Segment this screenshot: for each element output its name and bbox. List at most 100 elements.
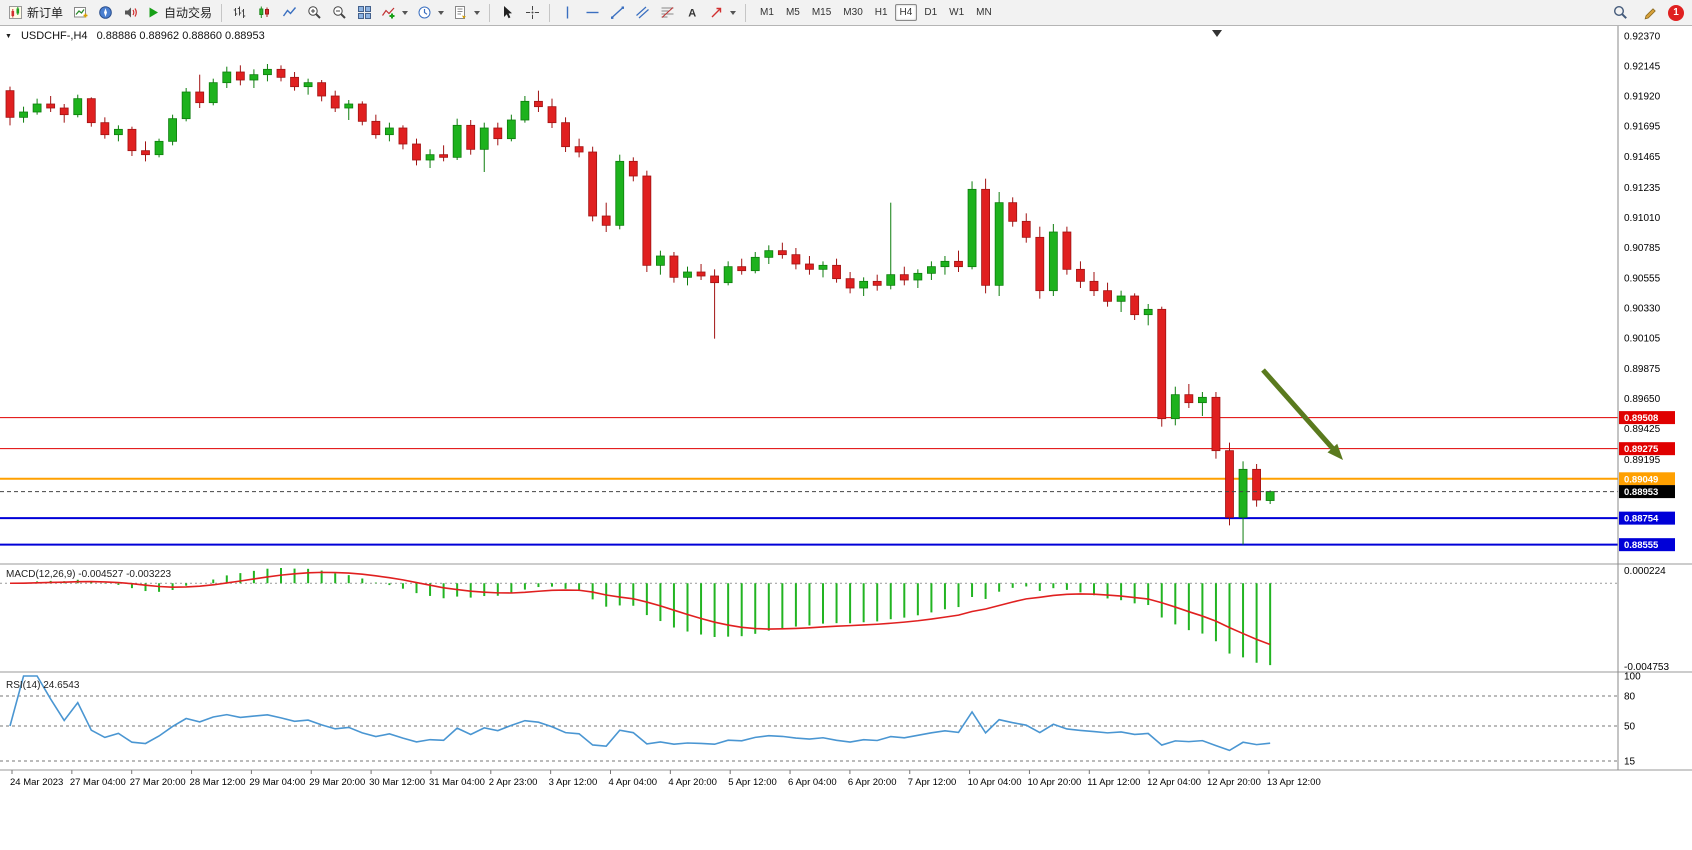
text-icon: A [688,8,696,20]
svg-text:2 Apr 23:00: 2 Apr 23:00 [489,777,538,788]
timeframe-group: M1 M5 M15 M30 H1 H4 D1 W1 MN [755,4,997,21]
svg-text:A: A [688,8,696,20]
zoom-out-icon [332,6,346,19]
search-icon [1613,5,1627,19]
periods-button[interactable] [413,2,448,24]
fibonacci-icon [661,7,674,18]
channel-icon [635,6,649,19]
tile-windows-button[interactable] [352,2,376,24]
svg-text:0.89650: 0.89650 [1624,394,1661,405]
timeframe-m5-button[interactable]: M5 [785,7,800,18]
indicators-icon [382,7,395,19]
date-axis: 24 Mar 2023 27 Mar 04:00 27 Mar 20:00 28 Ma… [10,770,1321,788]
auto-trading-label: 自动交易 [164,6,213,20]
new-order-icon [9,6,22,19]
candlestick-mode-button[interactable] [252,2,276,24]
svg-text:100: 100 [1624,672,1641,683]
svg-text:27 Mar 20:00: 27 Mar 20:00 [130,777,186,788]
svg-text:7 Apr 12:00: 7 Apr 12:00 [908,777,957,788]
svg-text:0.91010: 0.91010 [1624,213,1661,224]
macd-panel: MACD(12,26,9) -0.004527 -0.003223 0.00022… [0,566,1669,673]
svg-text:10 Apr 20:00: 10 Apr 20:00 [1027,777,1081,788]
svg-text:24 Mar 2023: 24 Mar 2023 [10,777,63,788]
templates-icon [455,6,467,19]
svg-text:13 Apr 12:00: 13 Apr 12:00 [1267,777,1321,788]
timeframe-m1-button[interactable]: M1 [760,7,774,18]
notification-badge[interactable]: 1 [1668,4,1684,21]
svg-text:0.89195: 0.89195 [1624,455,1661,466]
chart-title-overlay: ▼ USDCHF-,H4 0.88886 0.88962 0.88860 0.8… [5,30,265,42]
svg-text:0.90330: 0.90330 [1624,304,1661,315]
timeframe-h1-button[interactable]: H1 [874,7,888,18]
svg-text:29 Mar 20:00: 29 Mar 20:00 [309,777,365,788]
edit-button[interactable] [1638,2,1662,24]
svg-text:4 Apr 04:00: 4 Apr 04:00 [609,777,658,788]
search-button[interactable] [1608,2,1632,24]
svg-text:31 Mar 04:00: 31 Mar 04:00 [429,777,485,788]
new-order-label: 新订单 [27,6,64,20]
svg-text:6 Apr 04:00: 6 Apr 04:00 [788,777,837,788]
new-order-button[interactable]: 新订单 [4,2,67,24]
trendline-icon [610,6,624,19]
alerts-button[interactable] [118,2,142,24]
svg-text:0.89508: 0.89508 [1624,413,1658,424]
text-tool-button[interactable]: A [680,2,704,24]
svg-text:11 Apr 12:00: 11 Apr 12:00 [1087,777,1140,788]
timeframe-d1-button[interactable]: D1 [924,7,938,18]
candles-icon [258,6,269,18]
arrows-icon [711,7,722,18]
arrows-tool-button[interactable] [705,2,740,24]
channel-tool-button[interactable] [630,2,654,24]
price-axis-badges: 0.89508 0.89275 0.89049 0.88754 0.88555 0.889… [1619,411,1675,552]
new-chart-button[interactable] [68,2,92,24]
svg-text:0.90555: 0.90555 [1624,274,1661,285]
indicators-button[interactable] [377,2,412,24]
svg-text:0.89275: 0.89275 [1624,444,1659,455]
svg-text:0.91695: 0.91695 [1624,122,1661,133]
toolbar-separator [745,3,747,22]
periods-caret-icon [438,10,445,15]
horizontal-lines [0,417,1618,546]
timeframe-h4-button[interactable]: H4 [894,4,918,21]
navigator-button[interactable] [93,2,117,24]
svg-text:10 Apr 04:00: 10 Apr 04:00 [968,777,1022,788]
timeframe-m30-button[interactable]: M30 [843,7,863,18]
fibonacci-tool-button[interactable] [655,2,679,24]
price-axis-labels: 0.92370 0.92145 0.91920 0.91695 0.91465 0.912… [1624,32,1661,466]
zoom-out-button[interactable] [327,2,351,24]
cursor-tool-button[interactable] [495,2,519,24]
periods-icon [418,6,431,19]
zoom-in-button[interactable] [302,2,326,24]
svg-text:29 Mar 04:00: 29 Mar 04:00 [249,777,305,788]
autotrading-play-icon [149,7,159,18]
navigator-icon [98,6,112,19]
indicators-caret-icon [402,10,409,15]
auto-trading-button[interactable]: 自动交易 [143,2,216,24]
line-chart-mode-button[interactable] [277,2,301,24]
timeframe-w1-button[interactable]: W1 [949,7,965,18]
vertical-line-tool-button[interactable] [555,2,579,24]
svg-text:12 Apr 20:00: 12 Apr 20:00 [1207,777,1261,788]
svg-text:12 Apr 04:00: 12 Apr 04:00 [1147,777,1201,788]
templates-caret-icon [474,10,481,15]
svg-text:0.90785: 0.90785 [1624,243,1661,254]
timeframe-mn-button[interactable]: MN [976,7,992,18]
bar-chart-mode-button[interactable] [227,2,251,24]
svg-text:0.92145: 0.92145 [1624,62,1661,73]
rsi-label: RSI(14) 24.6543 [6,680,80,691]
toolbar-separator [221,3,223,22]
crosshair-tool-button[interactable] [520,2,544,24]
horizontal-line-icon [586,11,599,14]
svg-text:-0.004753: -0.004753 [1624,662,1669,673]
one-click-trading-arrow-icon[interactable]: ▼ [5,32,12,40]
svg-text:0.91465: 0.91465 [1624,152,1661,163]
panel-frames [0,26,1692,771]
timeframe-m15-button[interactable]: M15 [811,7,832,18]
horizontal-line-tool-button[interactable] [580,2,604,24]
price-chart-canvas[interactable]: 0.92370 0.92145 0.91920 0.91695 0.91465 0.912… [0,26,1692,850]
trendline-tool-button[interactable] [605,2,629,24]
templates-button[interactable] [449,2,484,24]
svg-text:0.88754: 0.88754 [1624,514,1659,525]
crosshair-icon [525,6,539,19]
alerts-icon [124,7,137,18]
